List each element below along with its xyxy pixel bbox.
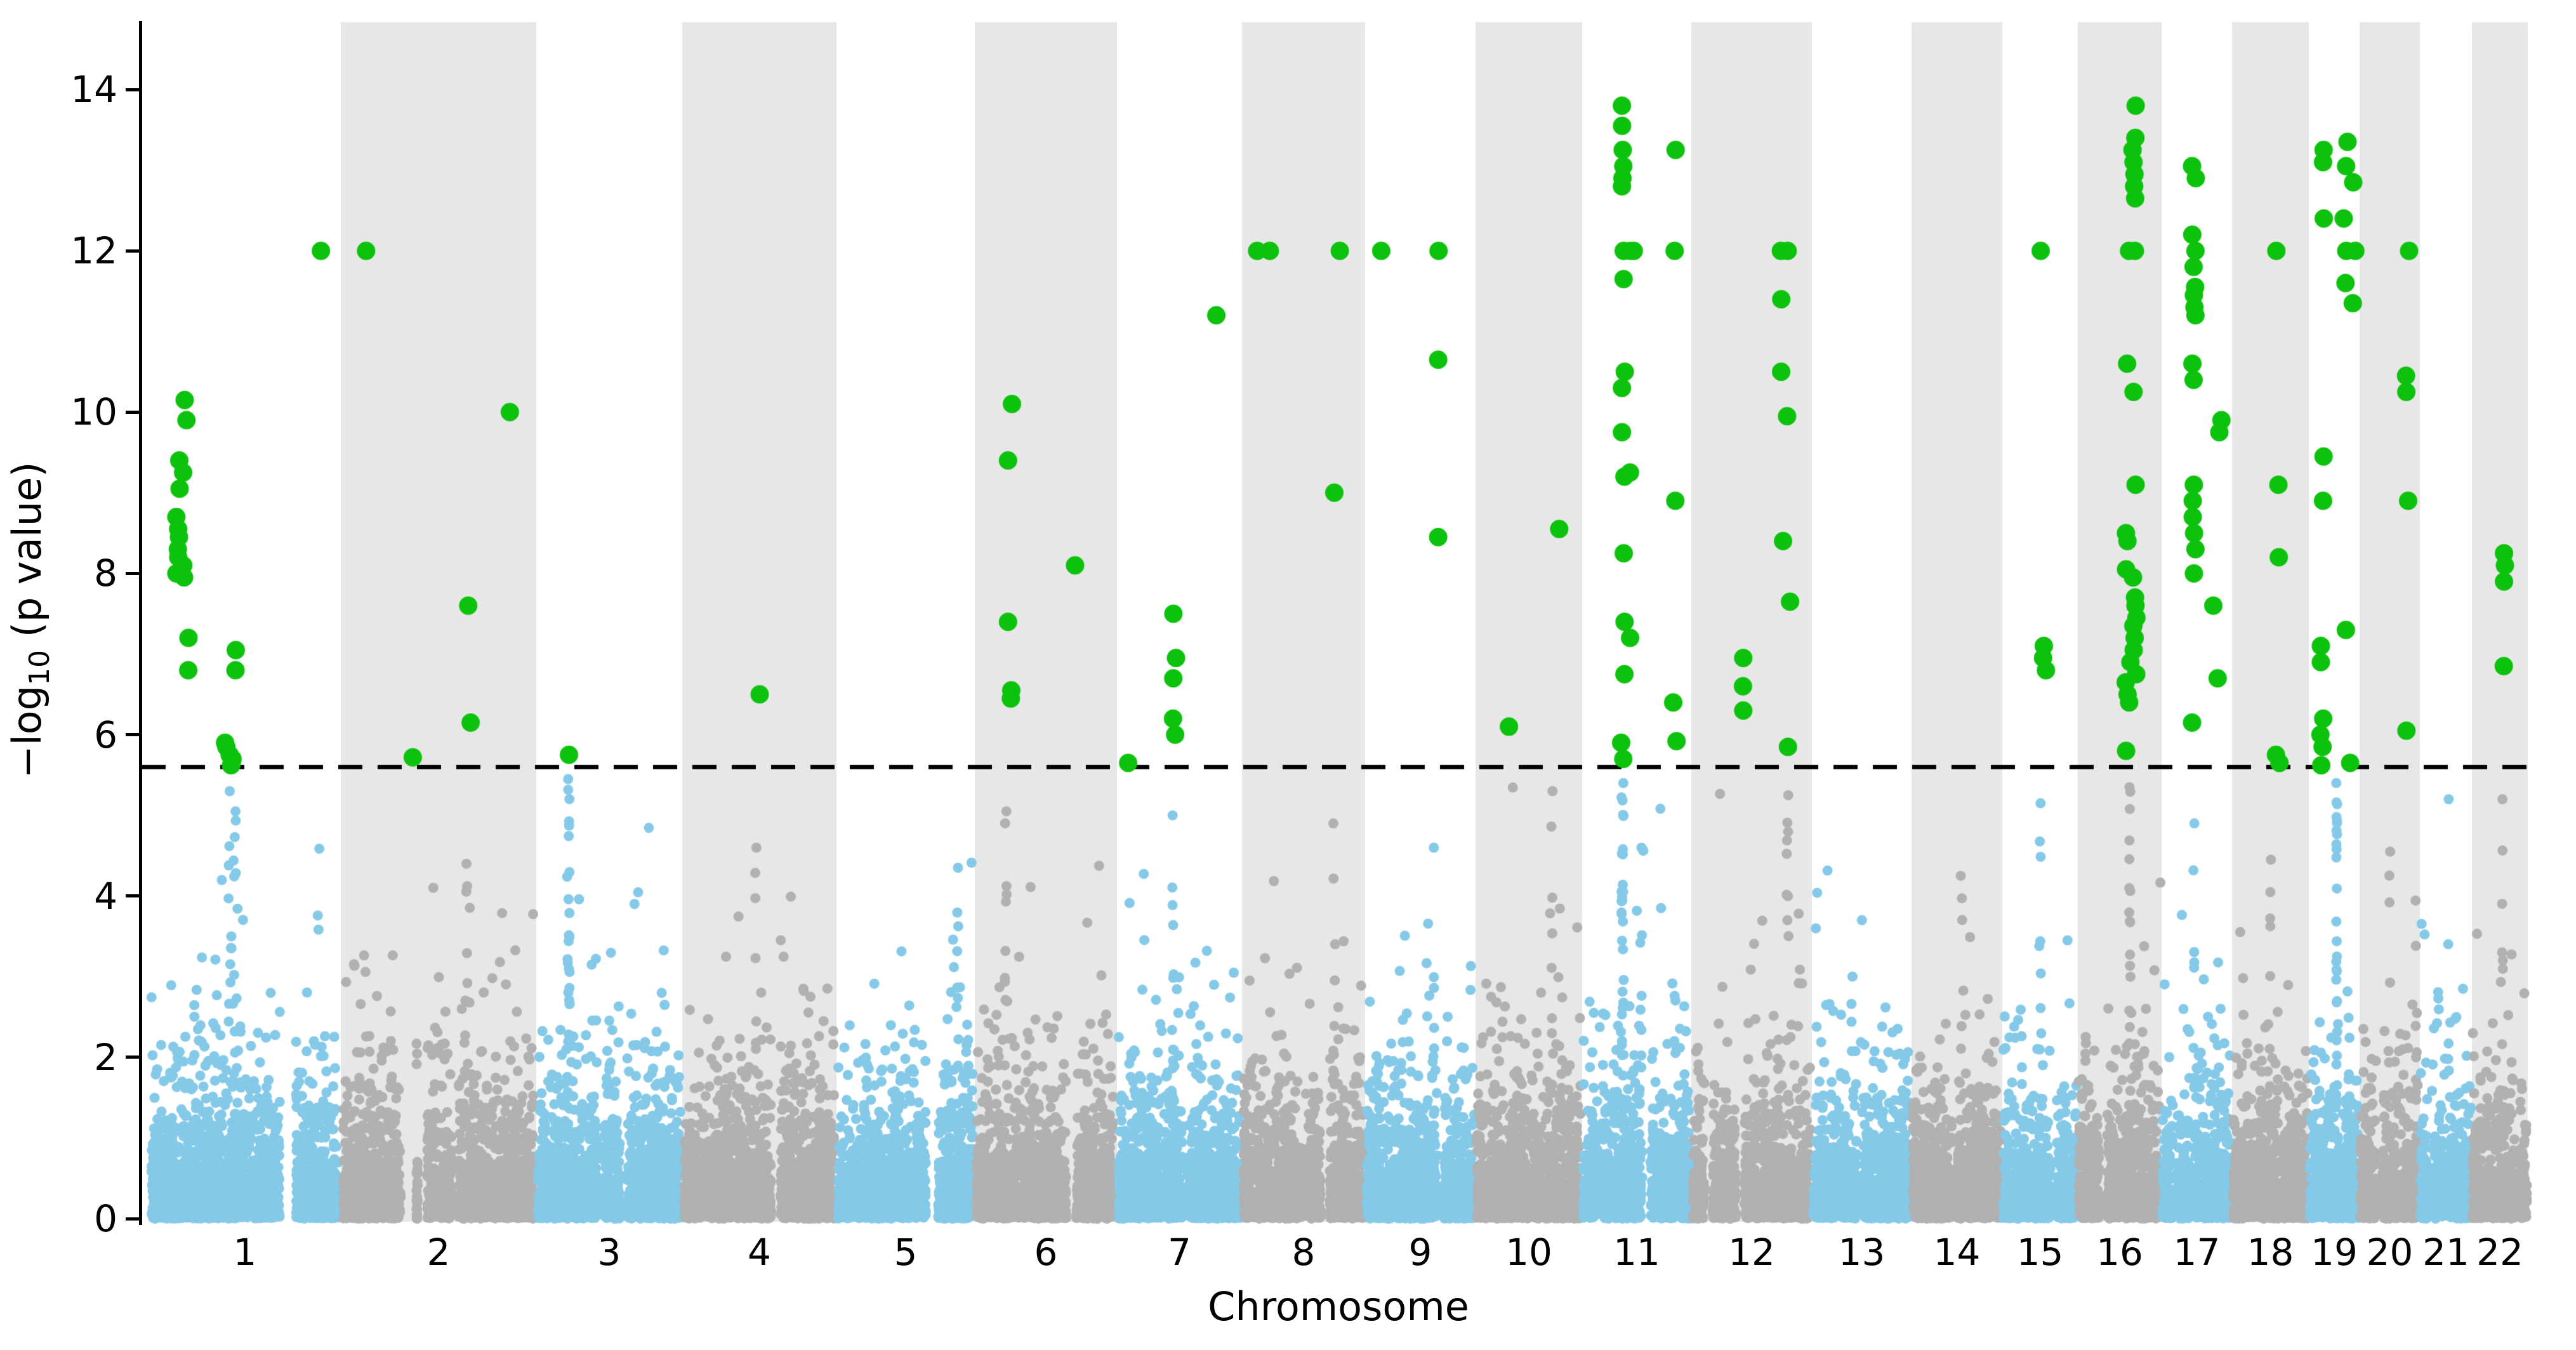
y-axis-title-suffix: (p value) xyxy=(3,461,50,651)
x-tick-label-18: 18 xyxy=(2247,1231,2294,1274)
x-tick-label-1: 1 xyxy=(233,1231,257,1274)
y-tick-label-0: 0 xyxy=(94,1197,117,1240)
x-tick-label-5: 5 xyxy=(894,1231,918,1274)
x-axis-title: Chromosome xyxy=(1208,1283,1469,1330)
x-tick-label-9: 9 xyxy=(1408,1231,1432,1274)
y-tick-label-4: 4 xyxy=(94,874,117,918)
y-tick-label-6: 6 xyxy=(94,713,117,757)
x-tick-label-8: 8 xyxy=(1291,1231,1316,1274)
y-tick-label-8: 8 xyxy=(94,552,117,595)
y-tick-2 xyxy=(126,1056,139,1059)
x-tick-label-7: 7 xyxy=(1168,1231,1191,1274)
y-tick-10 xyxy=(126,410,139,414)
x-tick-label-16: 16 xyxy=(2096,1231,2143,1274)
y-axis-title-prefix: −log xyxy=(3,685,50,779)
y-tick-12 xyxy=(126,249,139,253)
y-tick-6 xyxy=(126,733,139,737)
y-tick-label-14: 14 xyxy=(70,68,117,112)
x-tick-label-10: 10 xyxy=(1505,1231,1552,1274)
x-tick-label-17: 17 xyxy=(2173,1231,2221,1274)
y-tick-14 xyxy=(126,88,139,91)
x-tick-label-14: 14 xyxy=(1933,1231,1981,1274)
y-tick-0 xyxy=(126,1217,139,1221)
x-tick-label-11: 11 xyxy=(1613,1231,1660,1274)
x-tick-label-21: 21 xyxy=(2422,1231,2469,1274)
y-tick-4 xyxy=(126,894,139,898)
x-tick-label-4: 4 xyxy=(748,1231,771,1274)
x-tick-label-6: 6 xyxy=(1034,1231,1058,1274)
y-axis-spine xyxy=(139,21,142,1225)
x-tick-label-2: 2 xyxy=(426,1231,451,1274)
y-tick-8 xyxy=(126,571,139,575)
x-tick-label-22: 22 xyxy=(2476,1231,2523,1274)
x-tick-label-19: 19 xyxy=(2311,1231,2358,1274)
y-tick-label-2: 2 xyxy=(94,1035,117,1079)
x-tick-label-12: 12 xyxy=(1728,1231,1775,1274)
x-tick-label-20: 20 xyxy=(2366,1231,2414,1274)
x-tick-label-3: 3 xyxy=(597,1231,621,1274)
x-tick-label-15: 15 xyxy=(2016,1231,2064,1274)
y-tick-label-12: 12 xyxy=(70,229,117,273)
x-tick-label-13: 13 xyxy=(1838,1231,1886,1274)
y-axis-title-subscript: 10 xyxy=(23,650,56,686)
y-tick-label-10: 10 xyxy=(70,390,117,434)
y-axis-title: −log10 (p value) xyxy=(4,462,56,779)
